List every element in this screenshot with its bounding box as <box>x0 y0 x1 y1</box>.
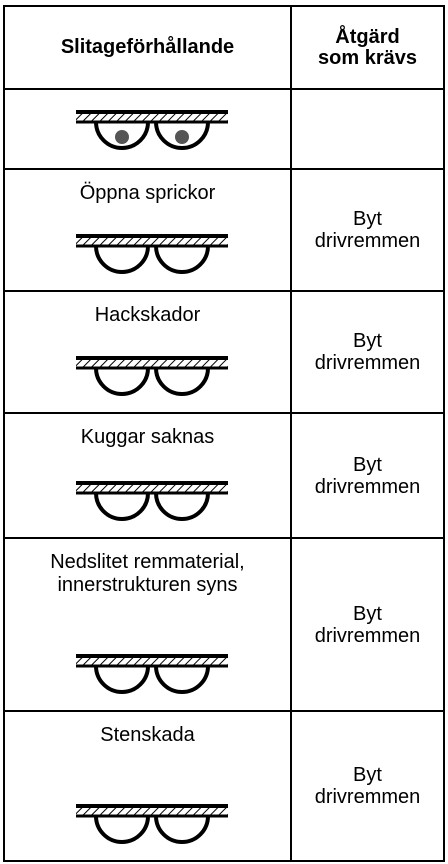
condition-cell: Hackskador <box>3 290 292 414</box>
action-text: Byt drivremmen <box>290 710 445 862</box>
condition-text: Kuggar saknas <box>80 426 215 448</box>
action-text: Byt drivremmen <box>290 290 445 414</box>
action-text: Byt drivremmen <box>290 537 445 712</box>
belt-illustration <box>74 350 230 402</box>
condition-cell <box>3 88 292 170</box>
condition-text: Öppna sprickor <box>79 182 216 204</box>
header-action: Åtgärd som krävs <box>290 5 445 90</box>
belt-illustration <box>74 798 230 850</box>
condition-cell: Stenskada <box>3 710 292 862</box>
condition-text: Nedslitet remmaterial, innerstrukturen s… <box>50 551 245 596</box>
belt-illustration <box>74 228 230 280</box>
condition-cell: Kuggar saknas <box>3 412 292 539</box>
action-cell <box>290 88 445 170</box>
action-text: Byt drivremmen <box>290 412 445 539</box>
condition-text: Stenskada <box>100 724 195 746</box>
action-text: Byt drivremmen <box>290 168 445 292</box>
condition-cell: Öppna sprickor <box>3 168 292 292</box>
belt-illustration <box>74 104 230 156</box>
condition-cell: Nedslitet remmaterial, innerstrukturen s… <box>3 537 292 712</box>
condition-text: Hackskador <box>94 304 201 326</box>
belt-illustration <box>74 475 230 527</box>
belt-illustration <box>74 648 230 700</box>
header-condition: Slitageförhållande <box>3 5 292 90</box>
